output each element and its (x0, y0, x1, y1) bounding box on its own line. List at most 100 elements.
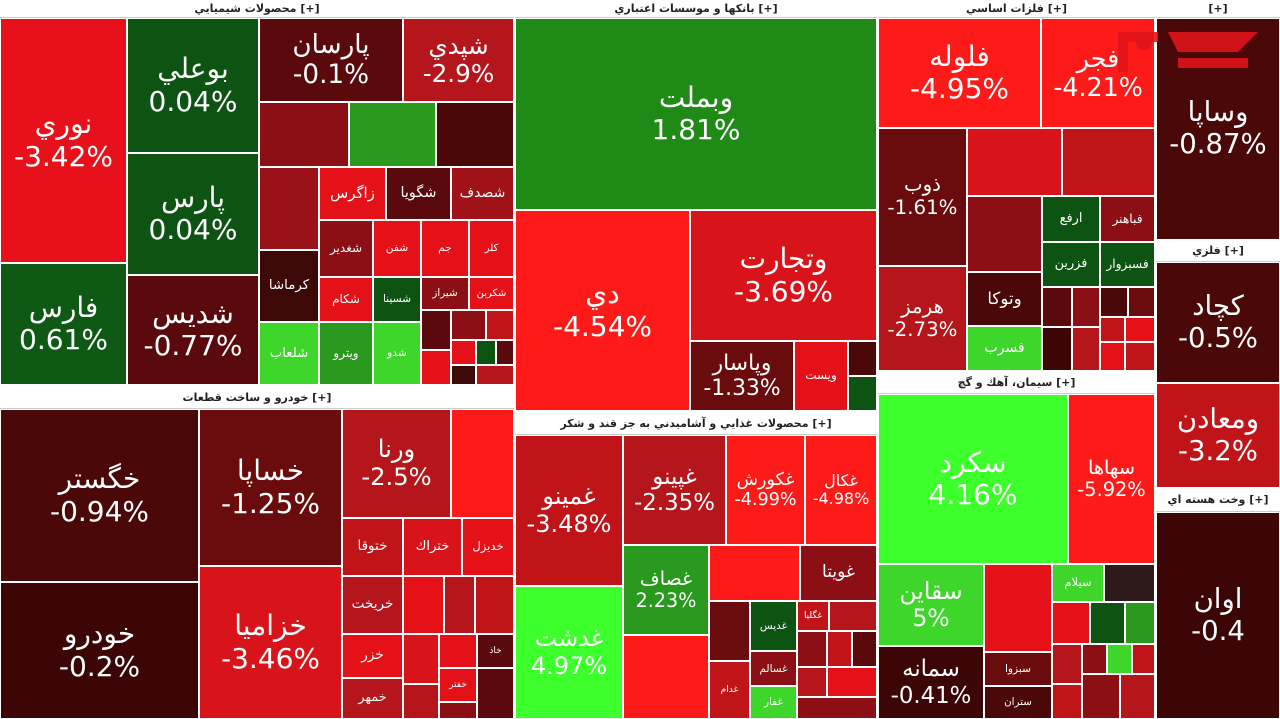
tile-name: وتوكا (987, 289, 1022, 309)
tile-name: شغدير (329, 240, 363, 255)
tile-change: -3.42% (13, 139, 114, 173)
tile-change: -0.41% (890, 682, 972, 709)
tile-change: -2.5% (361, 462, 432, 491)
tile: خفتر (439, 668, 477, 702)
tile: غكال -4.98% (805, 435, 877, 545)
tile-change: -5.92% (1077, 478, 1146, 501)
tile: سبزوا (984, 652, 1052, 686)
tile (1128, 287, 1155, 317)
tile (451, 365, 476, 385)
tile-name: ستران (1004, 695, 1032, 708)
tile: غويتا (800, 545, 877, 601)
tile-change: -0.87% (1169, 128, 1267, 160)
tile: خگستر -0.94% (0, 409, 199, 582)
tile (827, 667, 877, 697)
tile (1100, 342, 1125, 371)
tile-change: 0.04% (148, 84, 238, 118)
tile (1072, 287, 1100, 327)
tile: اوان -0.4 (1156, 512, 1280, 719)
sector-header: محصولات شيميايي [+] (0, 0, 514, 18)
tile-name: شپدي (428, 30, 489, 60)
tile (496, 340, 514, 365)
tile-name: ويست (805, 368, 837, 383)
tile-change: 4.16% (928, 478, 1018, 511)
tile (486, 310, 514, 340)
tile-name: شلعاب (269, 345, 309, 361)
sector-header: [+] (1156, 0, 1280, 18)
tile (1107, 644, 1132, 674)
tile (852, 631, 877, 667)
tile-change: -1.25% (220, 486, 321, 520)
sector-header: خودرو و ساخت قطعات [+] (0, 386, 514, 409)
tile: خاذ (477, 634, 514, 668)
tile: فسبزوار (1100, 242, 1155, 287)
tile-name: كچاد (1192, 289, 1244, 322)
tile-name: هرمز (901, 294, 944, 318)
tile-change: -0.77% (143, 329, 243, 362)
tile-name: ومعادن (1176, 402, 1260, 435)
tile: دي -4.54% (515, 210, 690, 411)
tile-name: فسرب (984, 340, 1025, 357)
tile: شفن (373, 220, 421, 277)
tile (259, 102, 349, 167)
tile (476, 365, 514, 385)
tile: شغدير (319, 220, 373, 277)
tile-name: دي (585, 277, 620, 311)
tile-name: فزرين (1054, 256, 1088, 272)
tile (709, 601, 750, 661)
tile: خمهر (342, 678, 403, 719)
tile: سيلام (1052, 564, 1104, 602)
tile (451, 340, 476, 365)
tile (1082, 644, 1107, 674)
tile: غدام (709, 661, 750, 719)
tile-name: شگويا (400, 185, 437, 202)
tile-name: غگليا (803, 610, 823, 621)
tile: غپينو -2.35% (623, 435, 726, 545)
tile-change: 0.04% (148, 213, 238, 246)
tile (1090, 602, 1125, 644)
tile (1125, 317, 1155, 342)
tile: سكرد 4.16% (878, 394, 1068, 564)
tile-change: 4.97% (530, 651, 608, 680)
tile-change: -1.61% (887, 196, 958, 219)
tile-name: وساپا (1187, 96, 1249, 129)
tile-name: خاذ (489, 645, 502, 656)
tile-name: خفتر (449, 679, 467, 690)
tile-change: -1.33% (703, 376, 781, 401)
tile-name: شكام (332, 291, 360, 306)
tile: شگويا (386, 167, 451, 220)
tile-name: بوعلي (157, 52, 229, 86)
tile-name: غكال (824, 470, 858, 490)
tile (451, 310, 486, 340)
tile-name: شكربن (476, 287, 507, 299)
tile-change: -2.73% (887, 317, 958, 341)
tile: خزر (342, 634, 403, 678)
tile-name: غدام (720, 684, 739, 695)
tile (848, 376, 877, 411)
tile: غدشت 4.97% (515, 586, 623, 719)
tile-change: -2.9% (422, 59, 495, 88)
tile: ورنا -2.5% (342, 409, 451, 518)
tile: ويترو (319, 322, 373, 385)
tile (1042, 327, 1072, 371)
tile (403, 634, 439, 684)
tile (1120, 674, 1155, 719)
tile: خزاميا -3.46% (199, 566, 342, 719)
site-logo (1118, 32, 1258, 72)
tile: غگليا (797, 601, 829, 631)
tile-name: خمهر (358, 690, 387, 706)
tile: شدو (373, 322, 421, 385)
tile: شكربن (469, 277, 514, 310)
tile (1042, 287, 1072, 327)
tile-name: شصدف (459, 185, 506, 202)
tile-change: -2.35% (634, 490, 715, 516)
tile-name: ختراك (415, 539, 450, 555)
tile (1072, 327, 1100, 371)
tile: فسرب (967, 326, 1042, 371)
tile-name: سمانه (902, 656, 960, 683)
tile: ارفع (1042, 196, 1100, 242)
tile (1062, 128, 1155, 196)
tile-change: 0.61% (19, 323, 108, 356)
tile: شسينا (373, 277, 421, 322)
tile (1100, 317, 1125, 342)
